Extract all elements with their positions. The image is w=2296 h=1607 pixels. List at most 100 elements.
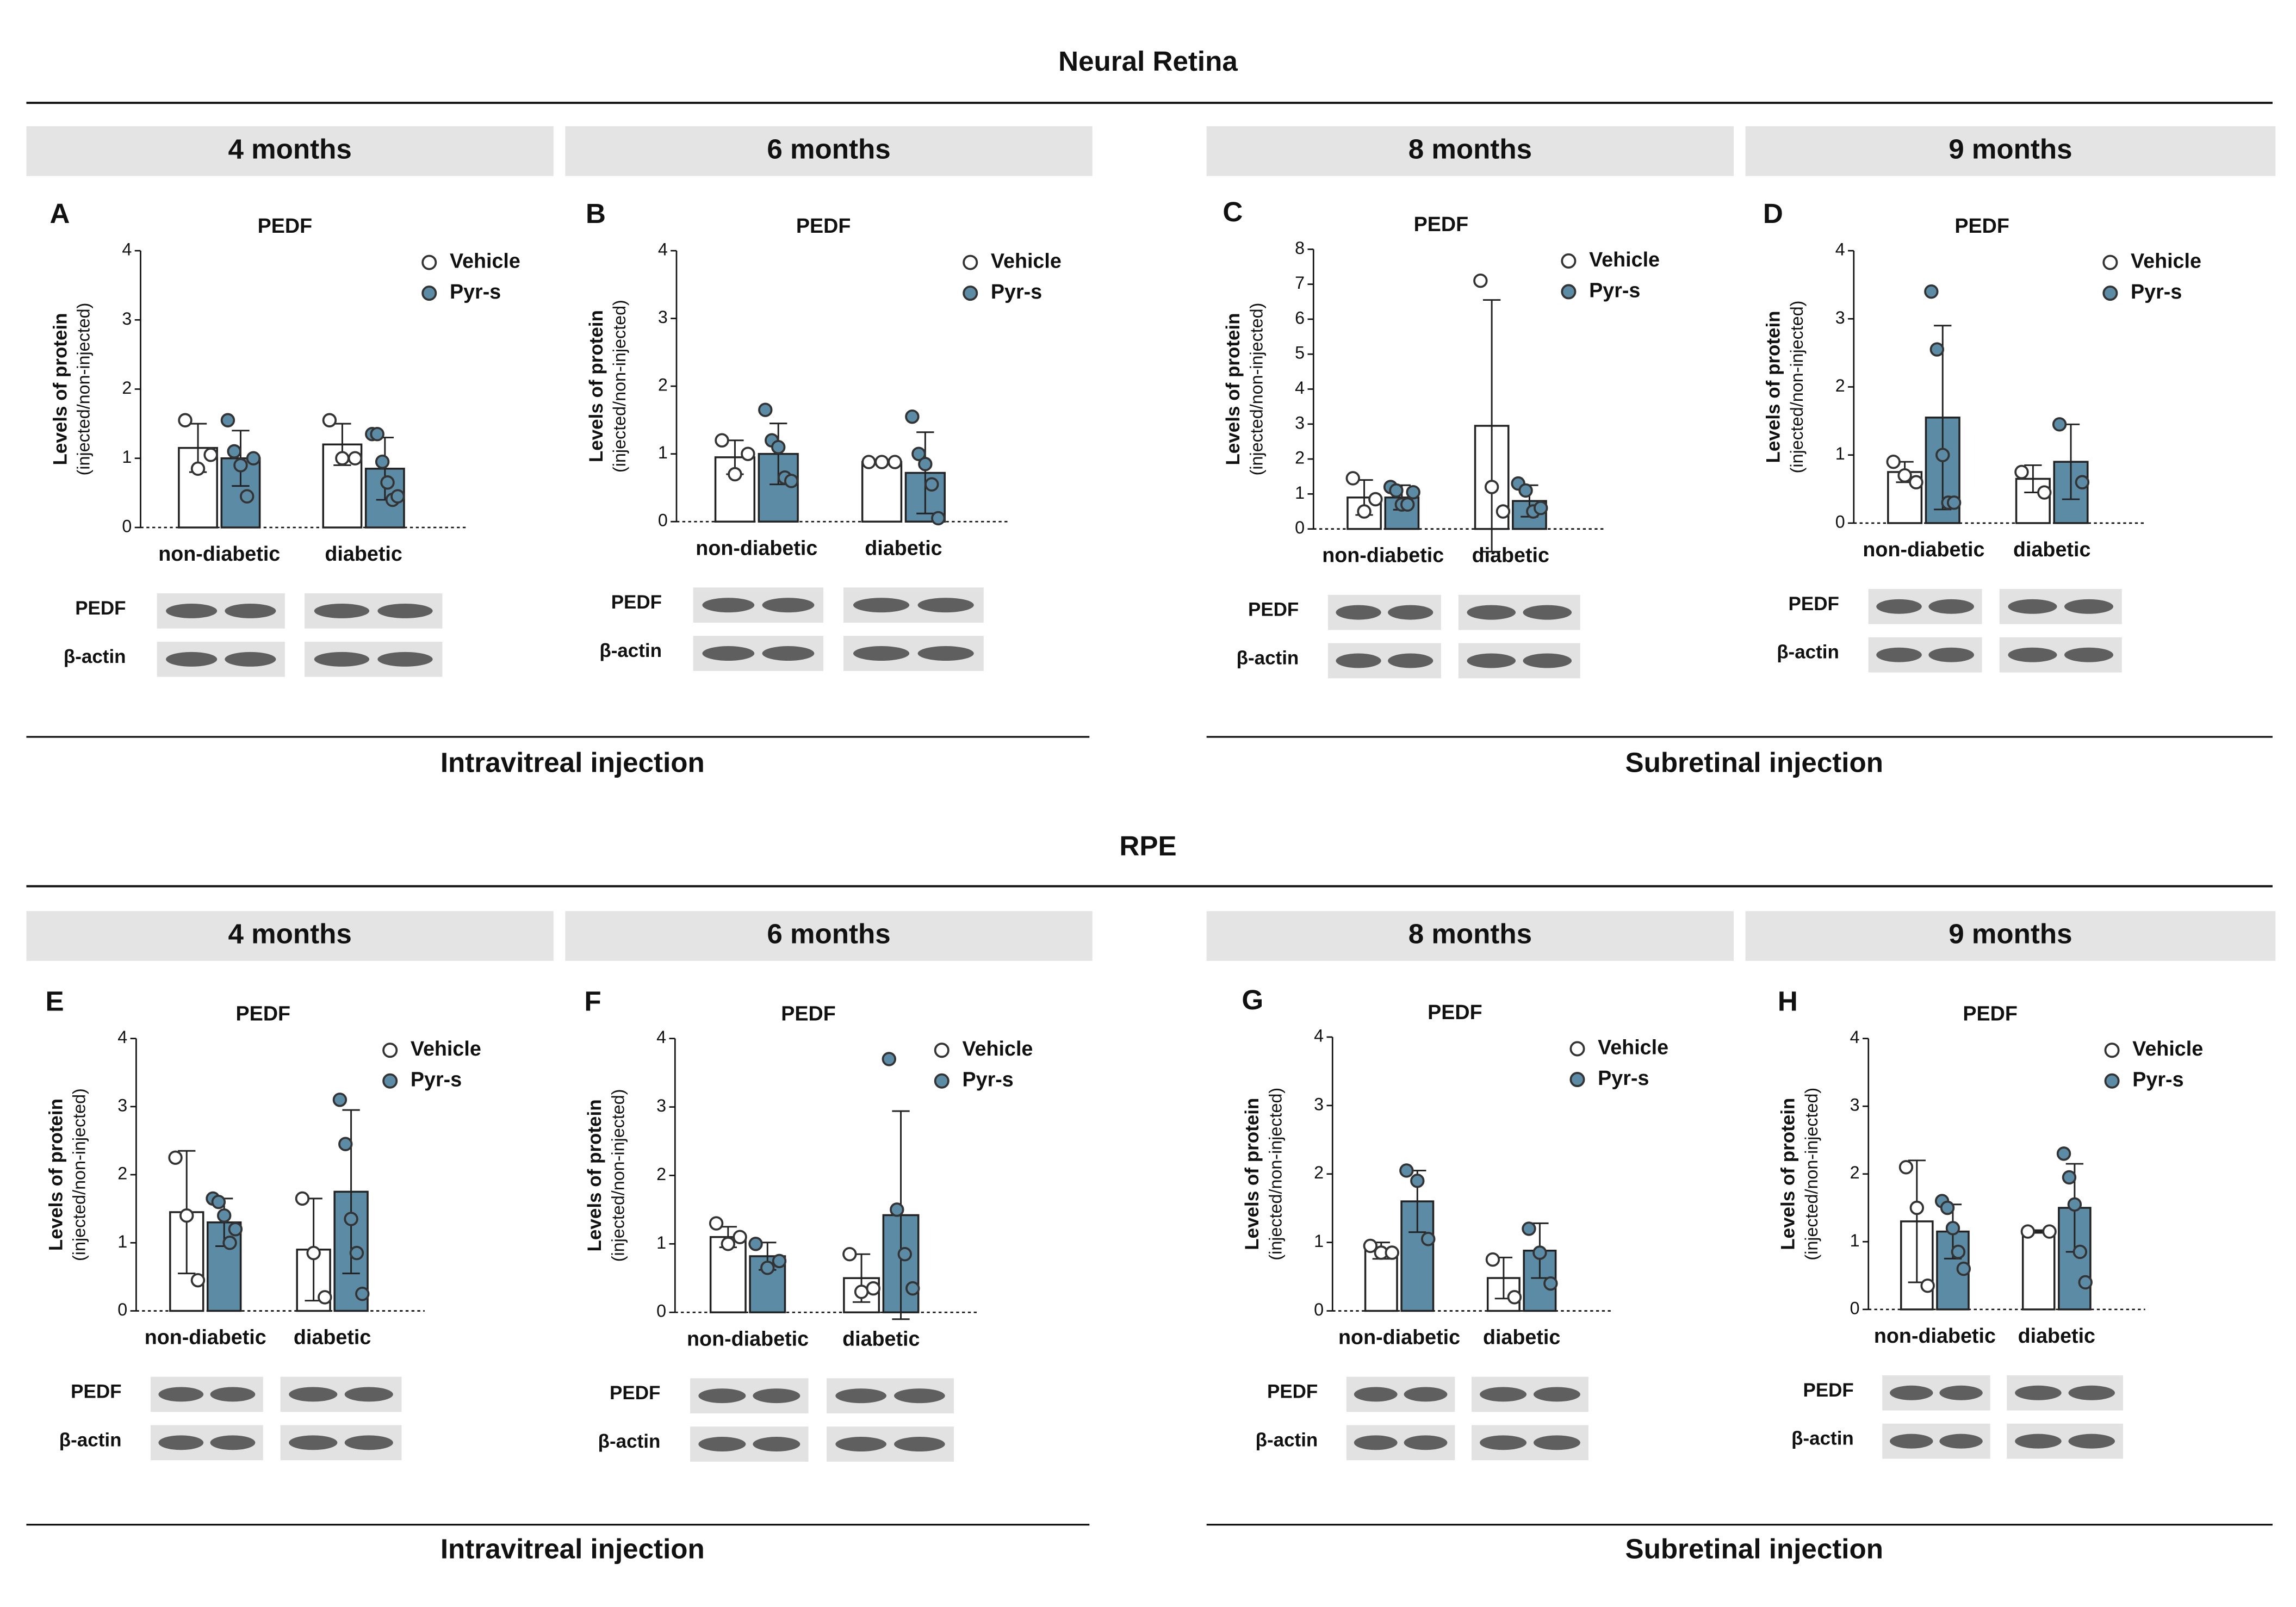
y-tick-label: 0 <box>1295 518 1305 537</box>
data-point <box>1495 504 1511 519</box>
panel-letter: A <box>50 198 70 229</box>
data-point <box>1522 1221 1536 1236</box>
data-point <box>203 448 218 462</box>
y-tick-label: 4 <box>122 240 132 259</box>
month-header: 8 months <box>1408 919 1532 950</box>
legend-marker <box>2102 255 2118 270</box>
data-point <box>1473 274 1488 288</box>
data-point <box>1368 492 1383 507</box>
data-point <box>854 1285 869 1299</box>
data-point <box>897 1246 912 1262</box>
data-point <box>190 461 206 476</box>
legend-label: Pyr-s <box>962 1068 1013 1091</box>
data-point <box>1946 495 1962 510</box>
y-tick-label: 4 <box>656 1027 666 1047</box>
data-point <box>924 477 939 492</box>
legend-marker <box>963 286 978 301</box>
section-title: Neural Retina <box>1058 46 1238 77</box>
data-point <box>741 446 755 461</box>
injection-label: Intravitreal injection <box>440 1534 705 1565</box>
x-tick-label: diabetic <box>294 1326 371 1349</box>
section-title: RPE <box>1119 830 1176 861</box>
blot-band <box>2068 1434 2115 1449</box>
injection-label: Subretinal injection <box>1625 747 1883 778</box>
injection-label: Subretinal injection <box>1625 1534 1883 1565</box>
y-axis-label: (injected/non-injected) <box>70 1088 89 1261</box>
month-header-box <box>26 126 554 176</box>
data-point <box>1534 500 1548 516</box>
legend-marker <box>1569 1072 1585 1088</box>
y-tick-label: 5 <box>1295 343 1305 363</box>
x-tick-label: diabetic <box>1472 544 1549 567</box>
y-tick-label: 1 <box>658 443 668 462</box>
data-point <box>1357 504 1372 519</box>
y-tick-label: 0 <box>656 1301 666 1321</box>
data-point <box>2072 1244 2088 1259</box>
data-point <box>211 1194 226 1209</box>
blot-label: β-actin <box>1237 648 1299 669</box>
y-tick-label: 3 <box>1295 413 1305 432</box>
blot-band <box>762 646 815 661</box>
panel-letter: B <box>586 198 606 229</box>
data-point <box>1886 454 1901 469</box>
legend-marker <box>2102 286 2118 301</box>
legend-marker <box>934 1043 950 1058</box>
legend-label: Pyr-s <box>2132 1068 2183 1091</box>
data-point <box>1909 475 1923 489</box>
legend-label: Pyr-s <box>1589 278 1640 301</box>
chart-title: PEDF <box>236 1002 291 1025</box>
y-tick-label: 2 <box>658 375 668 395</box>
y-tick-label: 2 <box>117 1164 127 1183</box>
blot-band <box>314 603 370 618</box>
y-tick-label: 2 <box>1314 1163 1324 1182</box>
data-point <box>347 451 363 466</box>
y-tick-label: 0 <box>1314 1300 1324 1319</box>
y-axis-label: Levels of protein <box>1763 311 1784 463</box>
data-point <box>1485 1252 1500 1267</box>
legend-label: Vehicle <box>962 1037 1033 1060</box>
month-header: 4 months <box>228 133 351 164</box>
blot-label: PEDF <box>1267 1381 1318 1403</box>
y-tick-label: 2 <box>1295 448 1305 468</box>
blot-band <box>1388 605 1434 620</box>
y-tick-label: 1 <box>117 1232 127 1251</box>
data-point <box>748 1237 763 1251</box>
y-axis-label: Levels of protein <box>1223 313 1244 465</box>
blot-band <box>1890 1434 1933 1449</box>
data-point <box>733 1230 747 1244</box>
data-point <box>2014 464 2029 480</box>
data-point <box>2067 1197 2082 1212</box>
error-bar <box>1482 299 1501 553</box>
data-point <box>322 413 337 427</box>
data-point <box>295 1191 310 1206</box>
y-axis-label: (injected/non-injected) <box>609 1089 628 1262</box>
data-point <box>861 455 876 469</box>
data-point <box>390 489 405 504</box>
blot-band <box>225 603 276 618</box>
data-point <box>890 1202 904 1217</box>
legend-marker <box>934 1073 950 1089</box>
legend-label: Vehicle <box>1598 1035 1668 1058</box>
data-point <box>190 1273 206 1288</box>
legend-marker <box>2104 1073 2120 1089</box>
y-tick-label: 7 <box>1295 273 1305 293</box>
month-header: 6 months <box>767 919 890 950</box>
legend-marker <box>421 286 437 301</box>
legend-label: Vehicle <box>411 1037 481 1060</box>
blot-band <box>1467 653 1516 668</box>
blot-band <box>2064 647 2114 662</box>
data-point <box>2052 417 2067 432</box>
blot-band <box>702 598 755 613</box>
data-point <box>179 1208 194 1223</box>
month-header: 9 months <box>1949 133 2072 164</box>
blot-band <box>289 1387 338 1402</box>
x-tick-label: diabetic <box>865 536 942 559</box>
blot-band <box>210 1435 256 1450</box>
blot-label: β-actin <box>1256 1429 1318 1450</box>
data-point <box>1389 483 1404 498</box>
data-point <box>911 446 926 461</box>
chart-title: PEDF <box>1414 213 1469 235</box>
blot-band <box>1928 599 1974 614</box>
error-bar <box>342 1109 360 1275</box>
data-point <box>349 1245 364 1261</box>
